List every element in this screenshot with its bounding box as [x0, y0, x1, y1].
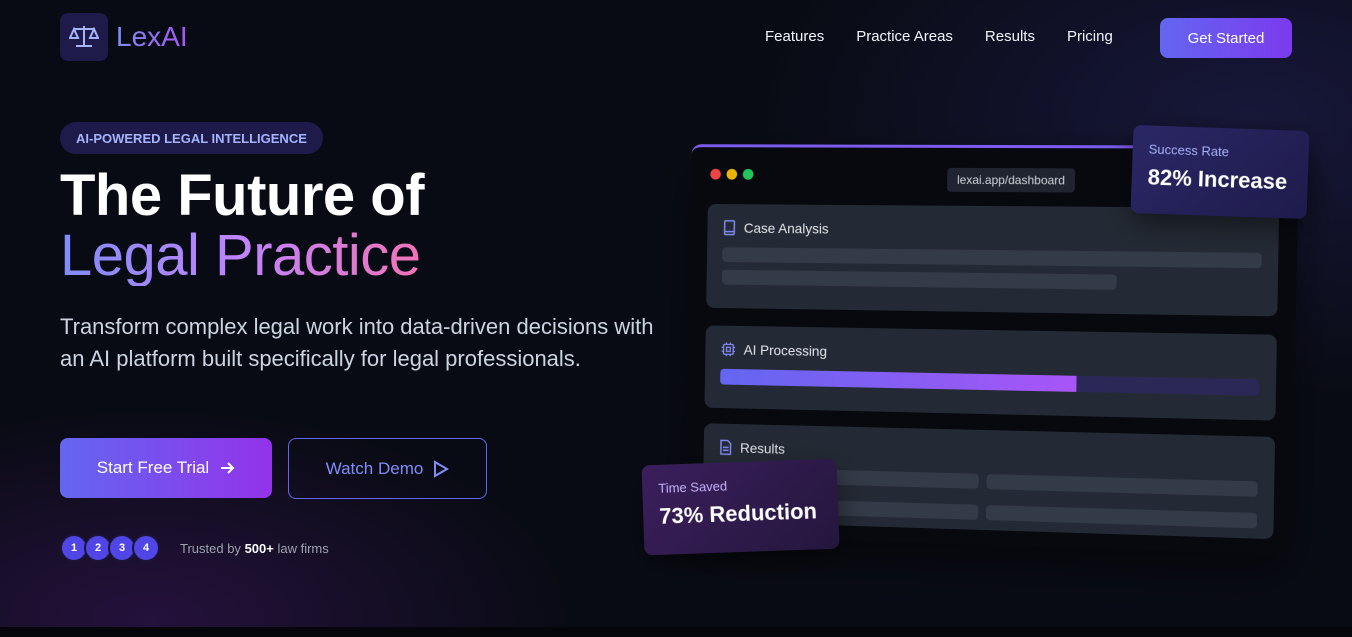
book-icon [723, 220, 737, 236]
url-bar: lexai.app/dashboard [946, 167, 1076, 193]
stat-label: Success Rate [1148, 141, 1230, 160]
arrow-right-icon [221, 462, 235, 474]
trust-text: Trusted by 500+ law firms [180, 540, 329, 556]
nav-results[interactable]: Results [984, 28, 1035, 45]
close-dot-icon [710, 168, 721, 180]
time-saved-card: Time Saved 73% Reduction [641, 458, 840, 556]
stat-value: 73% Reduction [658, 498, 818, 529]
progress-fill [720, 368, 1077, 392]
title-line-2: Legal Practice [60, 226, 424, 286]
trust-row: 1 2 3 4 Trusted by 500+ law firms [60, 534, 329, 562]
success-rate-card: Success Rate 82% Increase [1130, 124, 1310, 220]
minimize-dot-icon [726, 168, 738, 180]
watch-demo-label: Watch Demo [325, 458, 424, 478]
start-free-trial-button[interactable]: Start Free Trial [60, 438, 272, 498]
progress-bar [720, 368, 1260, 396]
placeholder-bar [722, 247, 1262, 269]
hero-badge: AI-POWERED LEGAL INTELLIGENCE [60, 122, 323, 154]
start-free-trial-label: Start Free Trial [96, 458, 210, 477]
stat-value: 82% Increase [1147, 164, 1288, 195]
play-icon [434, 459, 450, 478]
ai-processing-card: AI Processing [704, 325, 1277, 421]
nav-pricing[interactable]: Pricing [1066, 28, 1113, 45]
logo[interactable]: LexAI [60, 13, 188, 61]
placeholder-bar [986, 474, 1258, 497]
card-title: Results [739, 439, 786, 457]
avatar: 2 [84, 534, 112, 562]
scale-icon [60, 13, 108, 61]
card-title: Case Analysis [743, 219, 829, 237]
get-started-button[interactable]: Get Started [1160, 18, 1292, 58]
nav-practice-areas[interactable]: Practice Areas [856, 28, 953, 45]
window-controls [710, 168, 754, 180]
page-title: The Future of Legal Practice [60, 163, 425, 286]
section-divider [0, 627, 1352, 637]
main-nav: Features Practice Areas Results Pricing [765, 28, 1113, 45]
nav-features[interactable]: Features [765, 28, 825, 45]
maximize-dot-icon [742, 168, 754, 180]
placeholder-bar [721, 269, 1117, 290]
cpu-icon [721, 341, 737, 357]
placeholder-bar [985, 505, 1258, 529]
avatar: 4 [132, 534, 160, 562]
avatar: 1 [60, 534, 88, 562]
document-icon [719, 439, 733, 455]
brand-name: LexAI [116, 21, 188, 52]
stat-label: Time Saved [658, 478, 728, 496]
card-title: AI Processing [743, 341, 828, 360]
case-analysis-card: Case Analysis [706, 204, 1280, 317]
hero-description: Transform complex legal work into data-d… [60, 314, 654, 371]
title-line-1: The Future of [60, 163, 425, 228]
watch-demo-button[interactable]: Watch Demo [288, 438, 487, 499]
